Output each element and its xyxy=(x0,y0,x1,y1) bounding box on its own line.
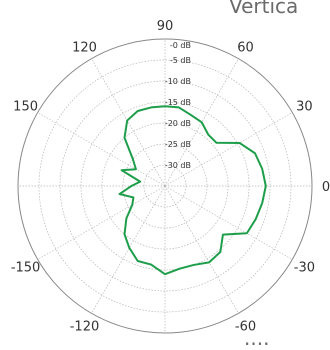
angle-tick-label: 60 xyxy=(237,41,254,56)
radial-tick-label: -20 dB xyxy=(165,119,191,128)
angle-tick-label: 30 xyxy=(296,100,313,115)
radial-tick-label: -25 dB xyxy=(165,140,191,149)
angle-tick-label: -60 xyxy=(235,319,256,334)
series-line xyxy=(118,105,267,276)
angular-grid xyxy=(18,39,312,333)
grid-spoke xyxy=(164,112,293,187)
angle-tick-label: -150 xyxy=(11,261,41,276)
radial-tick-label: -5 dB xyxy=(170,56,191,65)
bottom-text-partial: .... xyxy=(244,326,270,350)
radial-tick-label: -10 dB xyxy=(165,77,191,86)
grid-spoke xyxy=(164,185,293,260)
angle-tick-label: 150 xyxy=(13,100,38,115)
grid-spoke xyxy=(164,185,239,314)
angle-tick-label: -30 xyxy=(294,261,315,276)
grid-spoke xyxy=(164,58,239,187)
radial-tick-labels: -0 dB -5 dB -10 dB -15 dB -20 dB -25 dB -30 dB xyxy=(165,41,191,170)
angle-tick-label: 90 xyxy=(157,19,174,34)
angle-tick-label: -120 xyxy=(70,319,100,334)
radial-tick-label: -0 dB xyxy=(170,41,191,50)
grid-spoke xyxy=(91,185,166,314)
radial-tick-label: -15 dB xyxy=(165,98,191,107)
chart-title-partial: Vertica xyxy=(229,0,299,18)
radial-tick-label: -30 dB xyxy=(165,161,191,170)
angle-tick-label: 120 xyxy=(72,41,97,56)
angle-tick-label: 0 xyxy=(322,180,330,195)
polar-chart: -0 dB -5 dB -10 dB -15 dB -20 dB -25 dB -30 dB… xyxy=(11,19,330,342)
outer-ring xyxy=(17,38,313,334)
series-layer xyxy=(118,105,267,276)
grid-spoke xyxy=(37,185,166,260)
grid-spoke xyxy=(91,58,166,187)
grid-spoke xyxy=(37,112,166,187)
